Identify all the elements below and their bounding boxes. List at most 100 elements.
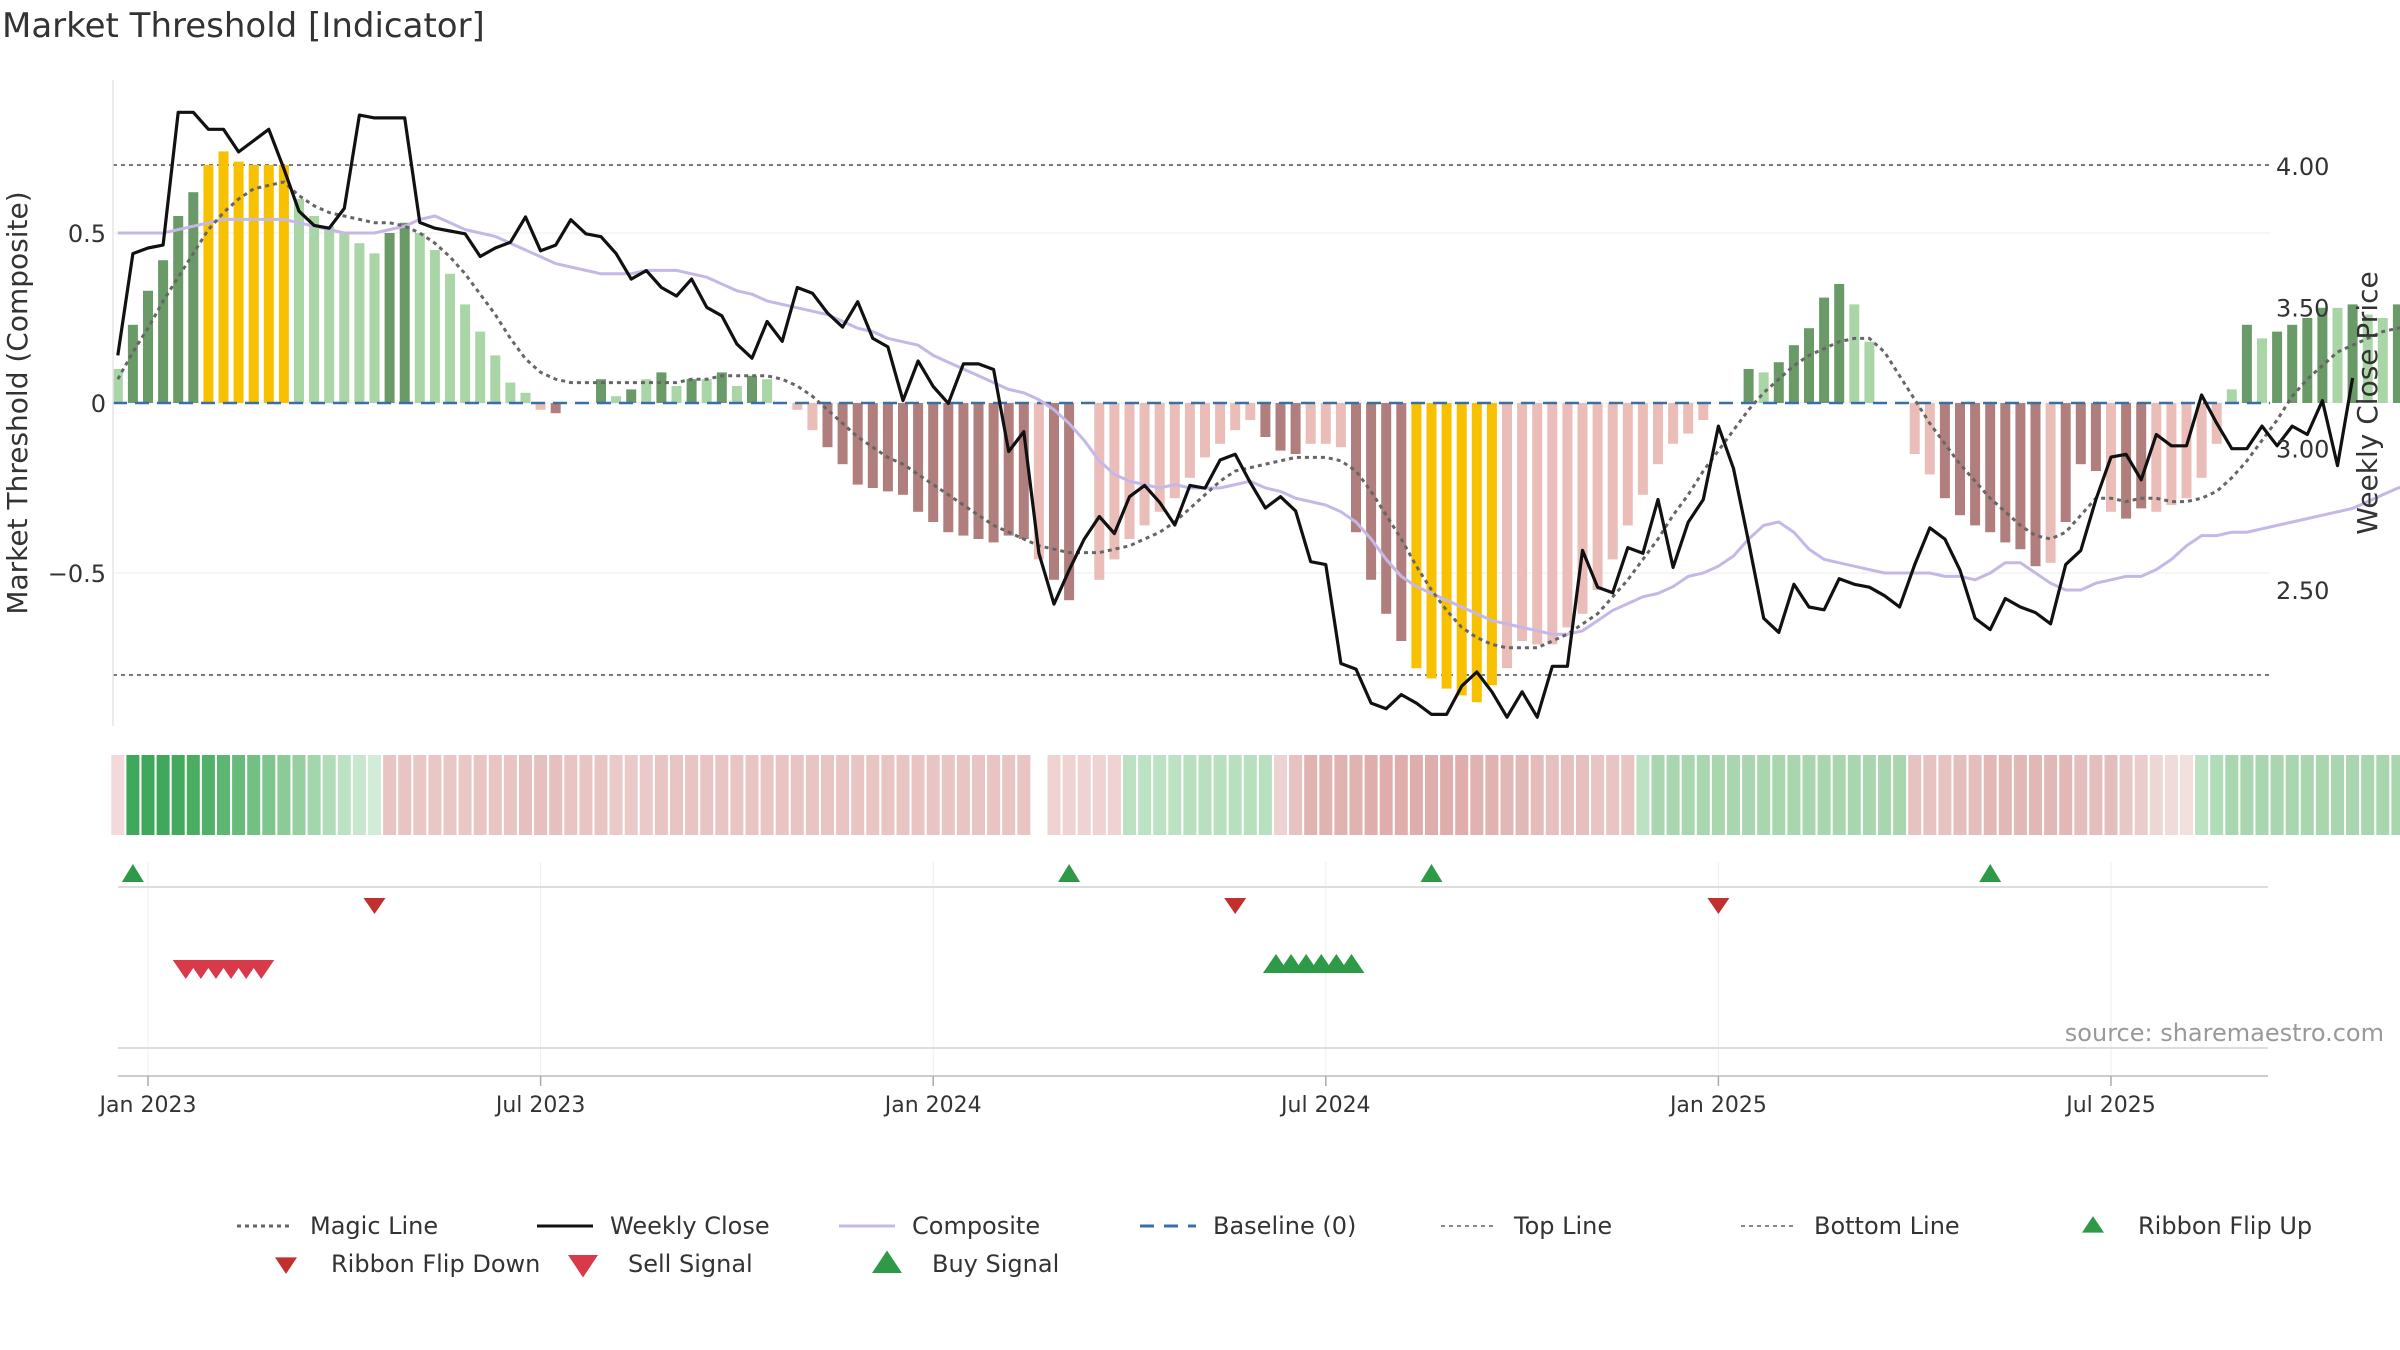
ribbon-cell <box>2104 755 2118 835</box>
ribbon-cell <box>232 755 246 835</box>
composite-bar <box>1230 403 1241 431</box>
composite-bar <box>535 403 546 410</box>
composite-bar <box>2347 304 2358 403</box>
ribbon-cell <box>1243 755 1257 835</box>
composite-bar <box>1381 403 1392 614</box>
ribbon-cell <box>2059 755 2073 835</box>
ribbon-cell <box>1168 755 1182 835</box>
composite-bar <box>2090 403 2101 471</box>
composite-bar <box>1909 403 1920 454</box>
ribbon-cell <box>1591 755 1605 835</box>
composite-bar <box>1018 403 1029 539</box>
composite-bar <box>2015 403 2026 550</box>
composite-bar <box>1064 403 1075 601</box>
legend-item-ribbon-flip-up[interactable]: Ribbon Flip Up <box>2082 1212 2312 1240</box>
ribbon-cell <box>1953 755 1967 835</box>
ribbon-cell <box>262 755 276 835</box>
ribbon-cell <box>1123 755 1136 835</box>
ribbon-cell <box>1017 755 1031 835</box>
ribbon-cell <box>1847 755 1861 835</box>
composite-bar <box>309 216 320 403</box>
composite-bar <box>1924 403 1935 475</box>
ribbon-cell <box>775 755 789 835</box>
legend[interactable]: Magic Line Weekly Close Composite Baseline … <box>237 1212 2312 1278</box>
composite-bar <box>792 403 803 410</box>
ribbon-cell <box>201 755 215 835</box>
ribbon-cell <box>2270 755 2284 835</box>
right-tick-label: 3.50 <box>2276 294 2329 322</box>
composite-bar <box>1245 403 1256 420</box>
ribbon-cell <box>1138 755 1152 835</box>
legend-label: Magic Line <box>310 1212 438 1240</box>
composite-bar <box>1471 403 1482 703</box>
ribbon-cell <box>1485 755 1499 835</box>
ribbon-cell <box>1304 755 1318 835</box>
legend-item-magic-line[interactable]: Magic Line <box>237 1212 438 1240</box>
ribbon-cell <box>1560 755 1574 835</box>
ribbon-cell <box>1394 755 1408 835</box>
ribbon-cell <box>1455 755 1469 835</box>
ribbon-cell <box>670 755 683 835</box>
left-axis-label: Market Threshold (Composite) <box>1 191 34 614</box>
ribbon-flip-markers <box>118 864 2268 914</box>
ribbon-cell <box>398 755 412 835</box>
composite-bar <box>1411 403 1422 669</box>
ribbon-cell <box>1002 755 1016 835</box>
ribbon-cell <box>1107 755 1121 835</box>
legend-item-weekly-close[interactable]: Weekly Close <box>537 1212 770 1240</box>
ribbon-cell <box>186 755 200 835</box>
composite-bar <box>898 403 908 495</box>
composite-bar <box>1456 403 1467 696</box>
left-tick-label: −0.5 <box>48 560 106 588</box>
ribbon-cell <box>881 755 895 835</box>
ribbon-cell <box>2089 755 2103 835</box>
composite-bar <box>852 403 863 485</box>
legend-item-baseline-0[interactable]: Baseline (0) <box>1140 1212 1356 1240</box>
composite-bar <box>2362 314 2373 403</box>
composite-bar <box>1592 403 1603 590</box>
legend-label: Baseline (0) <box>1213 1212 1356 1240</box>
composite-bar <box>1864 341 1875 403</box>
composite-bar <box>354 243 365 403</box>
composite-line <box>117 214 2400 636</box>
composite-bar <box>445 273 455 403</box>
legend-label: Composite <box>912 1212 1040 1240</box>
composite-bar <box>837 403 848 465</box>
legend-item-bottom-line[interactable]: Bottom Line <box>1741 1212 1960 1240</box>
legend-item-buy-signal[interactable]: Buy Signal <box>872 1250 1059 1278</box>
ribbon-flip-down-marker <box>1224 898 1247 914</box>
composite-bar <box>1049 403 1059 580</box>
composite-bar <box>2302 318 2313 403</box>
composite-bar <box>701 379 712 403</box>
ribbon-cell <box>1274 755 1287 835</box>
legend-item-sell-signal[interactable]: Sell Signal <box>568 1250 753 1278</box>
ribbon-cell <box>337 755 351 835</box>
composite-bar <box>1517 403 1528 641</box>
ribbon-cell <box>1379 755 1393 835</box>
x-tick-label: Jul 2023 <box>494 1093 586 1118</box>
legend-item-top-line[interactable]: Top Line <box>1441 1212 1612 1240</box>
chart-title: Market Threshold [Indicator] <box>2 6 485 46</box>
ribbon-cell <box>1681 755 1695 835</box>
right-tick-label: 4.00 <box>2276 153 2329 181</box>
legend-swatch-icon <box>568 1255 598 1278</box>
legend-item-ribbon-flip-down[interactable]: Ribbon Flip Down <box>275 1250 540 1278</box>
right-tick-label: 2.50 <box>2276 577 2329 605</box>
ribbon-cell <box>700 755 714 835</box>
ribbon-cell <box>1636 755 1650 835</box>
ribbon-cell <box>247 755 261 835</box>
ribbon-cell <box>2149 755 2163 835</box>
ribbon-cell <box>2255 755 2269 835</box>
ribbon-cell <box>1062 755 1076 835</box>
ribbon-cell <box>1213 755 1227 835</box>
legend-label: Ribbon Flip Down <box>331 1250 540 1278</box>
composite-bar <box>2151 403 2162 512</box>
ribbon-cell <box>2225 755 2239 835</box>
composite-bar <box>2377 318 2388 403</box>
ribbon-cell <box>1258 755 1272 835</box>
ribbon-cell <box>217 755 230 835</box>
legend-label: Weekly Close <box>610 1212 770 1240</box>
composite-bar <box>1124 403 1135 539</box>
legend-item-composite[interactable]: Composite <box>839 1212 1040 1240</box>
